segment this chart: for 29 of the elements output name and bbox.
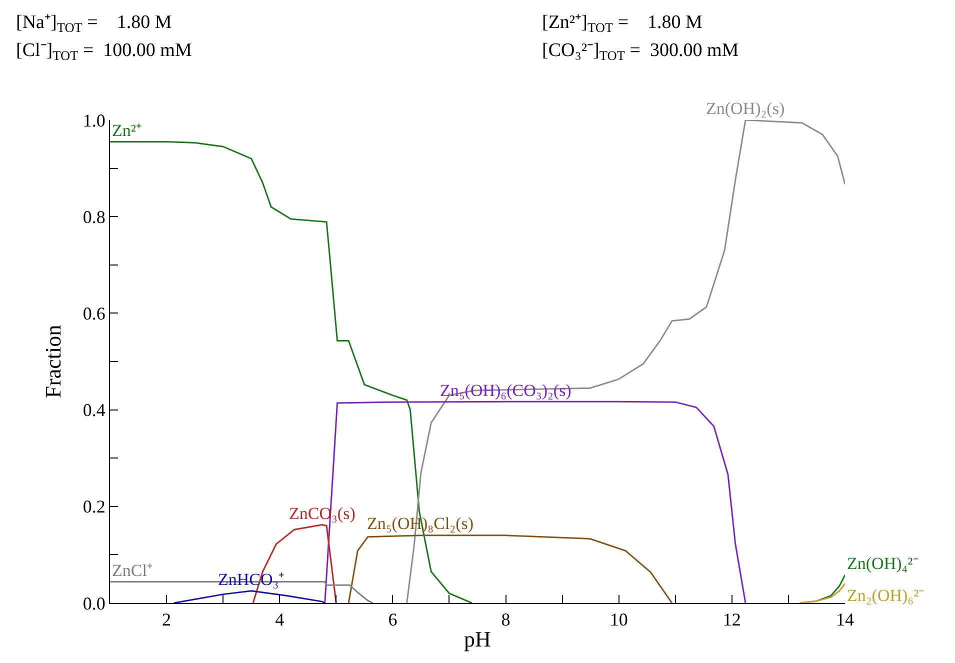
x-tick-label: 12 <box>722 610 741 630</box>
x-tick-label: 14 <box>836 610 854 630</box>
text: [Cl⁻]$_{TOT}$ = 100.00 mM <box>16 40 192 63</box>
line-series <box>173 590 326 603</box>
y-axis-title: Fraction <box>40 324 66 398</box>
series-label: Zn₂(OH)₆²⁻ <box>847 586 925 605</box>
series-label: ZnHCO₃⁺ <box>218 570 285 589</box>
text: [Zn²⁺]$_{TOT}$ = 1.80 M <box>542 12 703 35</box>
y-tick-label: 1.0 <box>82 110 106 130</box>
y-tick-label: 0.2 <box>82 496 106 517</box>
text: [CO₃²⁻]$_{TOT}$ = 300.00 mM <box>542 40 739 63</box>
x-tick-label: 2 <box>162 610 172 630</box>
x-tick-label: 4 <box>275 610 284 630</box>
series-label: Zn²⁺ <box>112 121 142 140</box>
series-label: Zn(OH)₄²⁻ <box>847 554 919 573</box>
series-label: Zn₅(OH)₆(CO₃)₂(s) <box>440 381 572 400</box>
y-tick-label: 0.8 <box>82 206 106 227</box>
line-series <box>799 582 845 603</box>
series-label: ZnCl⁺ <box>112 561 153 580</box>
x-tick-label: 8 <box>501 610 510 630</box>
line-series <box>348 534 673 603</box>
y-tick-label: 0.0 <box>82 593 106 614</box>
x-tick-label: 6 <box>388 610 398 630</box>
y-tick-label: 0.6 <box>82 304 106 324</box>
text: [Na⁺]$_{TOT}$ = 1.80 M <box>16 12 172 35</box>
series-label: Zn(OH)₂(s) <box>706 99 785 118</box>
x-tick-label: 10 <box>610 610 628 630</box>
y-tick-label: 0.4 <box>82 400 106 420</box>
x-axis-title: pH <box>464 626 492 652</box>
